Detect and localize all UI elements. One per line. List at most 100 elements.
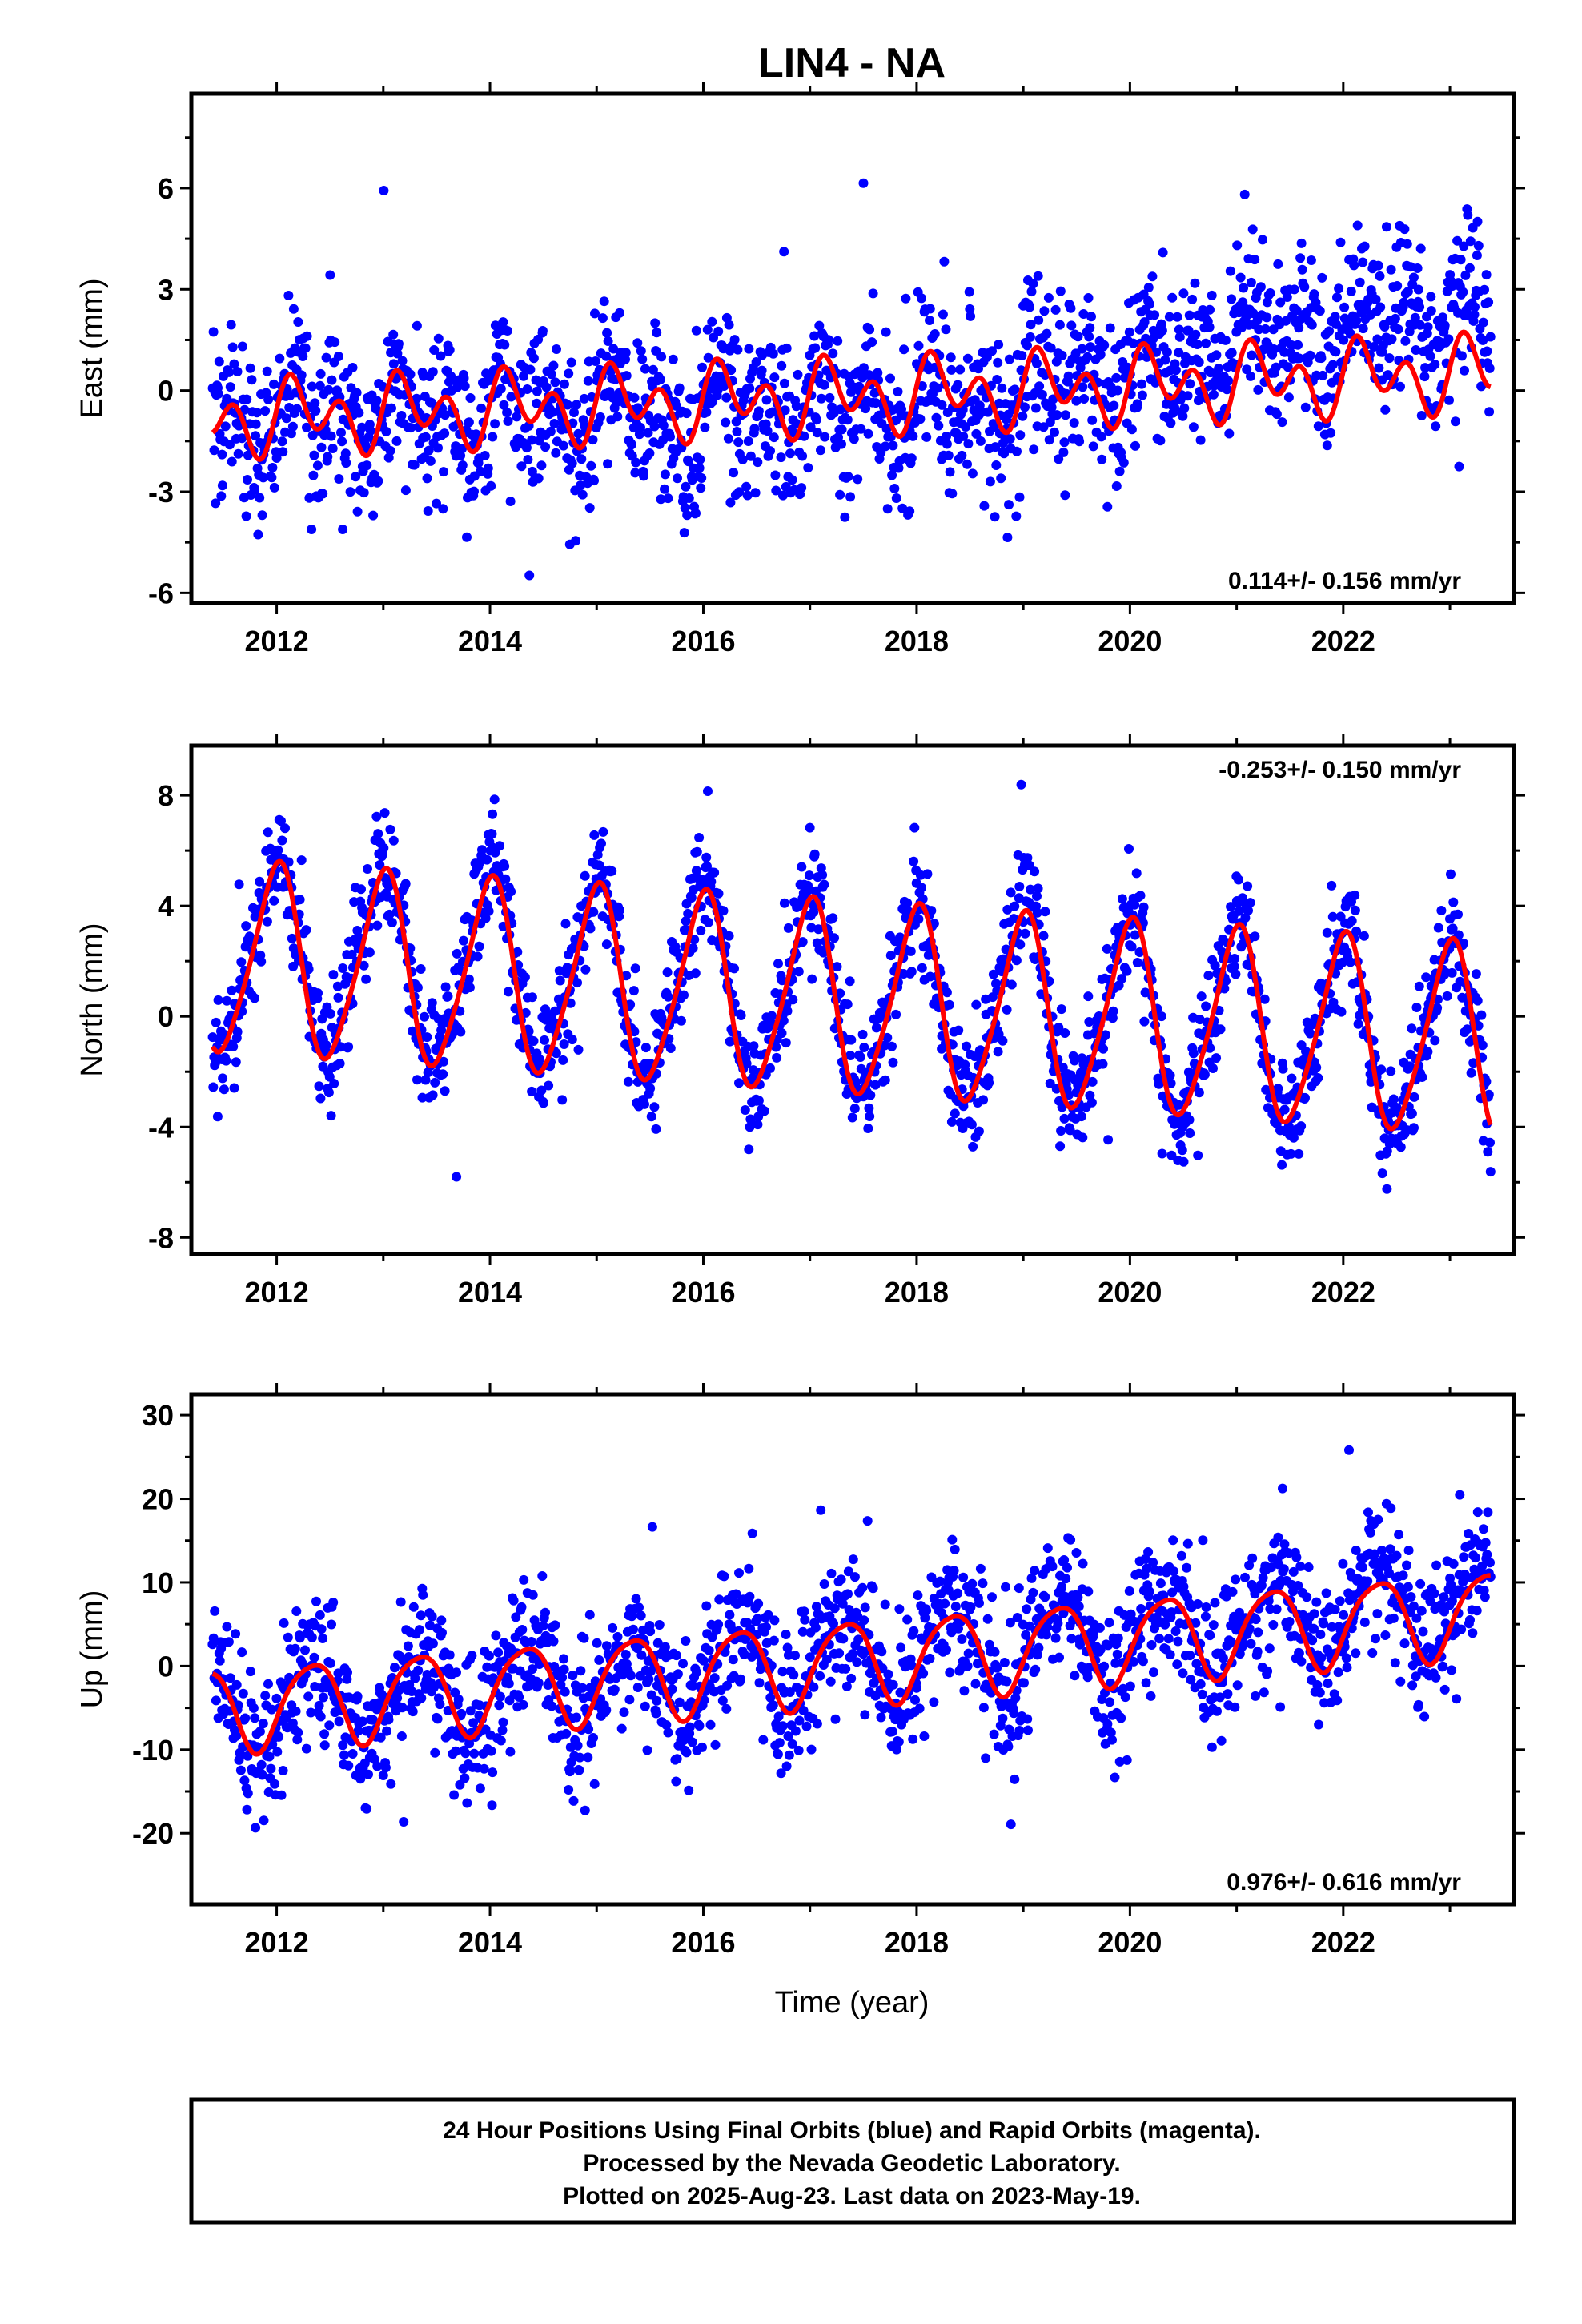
data-point: [428, 1638, 438, 1649]
data-point: [239, 404, 250, 415]
data-point: [761, 1622, 771, 1632]
data-point: [811, 1602, 821, 1612]
data-point: [496, 1735, 506, 1746]
data-point: [1288, 1132, 1299, 1143]
data-point: [984, 1078, 994, 1088]
data-point: [942, 439, 952, 449]
data-point: [208, 327, 219, 337]
data-point: [559, 1654, 568, 1664]
data-point: [1111, 372, 1122, 383]
data-point: [1381, 222, 1391, 232]
data-point: [816, 1505, 826, 1515]
data-point: [427, 1611, 437, 1622]
data-point: [762, 426, 773, 436]
data-point: [1066, 320, 1077, 331]
data-point: [744, 1144, 754, 1155]
data-point: [949, 1566, 959, 1576]
data-point: [1421, 972, 1431, 983]
data-point: [278, 447, 288, 457]
data-point: [777, 975, 787, 986]
data-point: [440, 982, 451, 992]
data-point: [333, 352, 343, 361]
x-tick-label: 2022: [1311, 1276, 1375, 1309]
data-point: [1191, 329, 1201, 340]
data-point: [902, 1614, 913, 1625]
data-point: [499, 400, 509, 410]
data-point: [1025, 332, 1035, 342]
data-point: [1351, 316, 1362, 326]
chart-title: LIN4 - NA: [758, 40, 946, 86]
data-point: [335, 1059, 345, 1068]
data-point: [992, 1663, 1002, 1673]
data-point: [1012, 1613, 1022, 1622]
data-point: [684, 493, 694, 503]
data-point: [558, 440, 568, 451]
data-point: [1480, 284, 1489, 295]
data-point: [345, 487, 355, 497]
data-point: [410, 1673, 420, 1683]
data-point: [695, 454, 705, 464]
data-point: [243, 475, 252, 485]
data-point: [334, 1716, 344, 1727]
data-point: [577, 1683, 588, 1693]
data-point: [781, 343, 792, 353]
data-point: [968, 1141, 978, 1152]
data-point: [437, 1627, 447, 1638]
data-point: [799, 431, 809, 441]
data-point: [651, 1124, 661, 1134]
data-point: [396, 1731, 407, 1741]
data-point: [1466, 1068, 1476, 1078]
data-point: [328, 970, 339, 980]
data-point: [372, 1761, 383, 1771]
data-point: [774, 1738, 785, 1748]
data-point: [1375, 271, 1385, 281]
data-point: [1184, 1115, 1195, 1125]
data-point: [1104, 1618, 1114, 1628]
data-point: [793, 369, 803, 380]
data-point: [1014, 1726, 1025, 1735]
data-point: [1102, 501, 1113, 512]
data-point: [343, 1667, 352, 1678]
data-point: [849, 1104, 860, 1114]
data-point: [327, 444, 338, 453]
data-point: [674, 1697, 685, 1707]
data-point: [1006, 1819, 1016, 1830]
data-point: [323, 384, 334, 395]
data-point: [225, 382, 235, 392]
data-point: [823, 335, 833, 345]
data-point: [806, 1744, 817, 1755]
data-point: [946, 352, 956, 363]
panel-up: 2012 2014 2016 2018 2020 2022-20-100102030Up …: [75, 1383, 1525, 1959]
data-point: [966, 1120, 977, 1130]
data-point: [1098, 1059, 1108, 1069]
data-point: [381, 426, 391, 436]
data-point: [1054, 320, 1065, 330]
data-point: [709, 1673, 720, 1683]
data-point: [1395, 1142, 1406, 1152]
data-point: [773, 959, 783, 969]
data-point: [749, 1041, 759, 1051]
data-point: [975, 436, 986, 446]
data-point: [412, 320, 422, 331]
data-point: [681, 1636, 691, 1646]
data-point: [860, 1710, 870, 1720]
data-point: [1239, 189, 1250, 199]
data-point: [607, 866, 617, 876]
data-point: [1358, 257, 1368, 267]
data-point: [357, 422, 367, 432]
data-point: [1465, 236, 1476, 247]
data-point: [210, 1606, 220, 1616]
data-point: [1009, 914, 1019, 924]
data-point: [490, 847, 500, 858]
data-point: [296, 370, 307, 380]
data-point: [1194, 1088, 1204, 1098]
data-point: [803, 463, 813, 473]
data-point: [361, 442, 371, 452]
data-point: [223, 1637, 234, 1647]
data-point: [681, 916, 691, 927]
data-point: [363, 864, 372, 874]
data-point: [974, 1126, 984, 1136]
data-point: [353, 1726, 363, 1736]
data-point: [858, 178, 869, 188]
